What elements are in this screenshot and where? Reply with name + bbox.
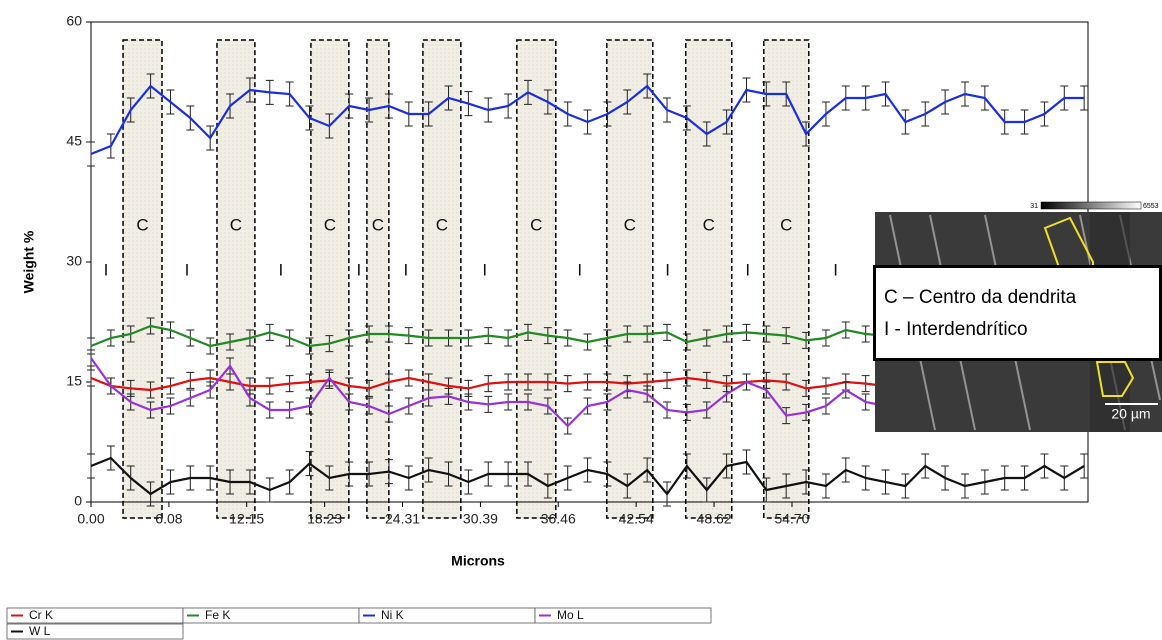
legend-label: W L [29, 624, 51, 638]
x-tick-label: 30.39 [463, 511, 498, 527]
region-label: C [436, 215, 448, 234]
scale-bar-label: 20 µm [1111, 406, 1150, 422]
interdendritic-label: I [104, 260, 109, 279]
region-label: C [372, 215, 384, 234]
legend-label: Cr K [29, 608, 53, 622]
region-label: C [780, 215, 792, 234]
legend-label: Fe K [205, 608, 230, 622]
region-label: C [624, 215, 636, 234]
interdendritic-label: I [356, 260, 361, 279]
interdendritic-label: I [185, 260, 190, 279]
x-tick-label: 48.62 [697, 511, 732, 527]
region-label: C [230, 215, 242, 234]
x-tick-label: 0.00 [77, 511, 104, 527]
y-tick-label: 45 [66, 133, 82, 149]
y-axis-label: Weight % [21, 230, 37, 293]
interdendritic-label: I [279, 260, 284, 279]
x-tick-label: 36.46 [541, 511, 576, 527]
dendrite-center-region [517, 40, 556, 518]
dendrite-center-region [367, 40, 389, 518]
y-tick-label: 0 [74, 493, 82, 509]
y-tick-label: 30 [66, 253, 82, 269]
legend: Cr K Fe K Ni K Mo L W L [7, 608, 711, 639]
x-tick-label: 42.54 [619, 511, 654, 527]
legend-label: Mo L [557, 608, 584, 622]
sem-inset: 31 6553 20 µm C – Centro da dendrita I -… [875, 202, 1162, 432]
region-label: C [530, 215, 542, 234]
interdendritic-label: I [665, 260, 670, 279]
x-tick-label: 18.23 [307, 511, 342, 527]
dendrite-center-region [607, 40, 653, 518]
dendrite-center-region [217, 40, 255, 518]
x-tick-label: 6.08 [155, 511, 182, 527]
x-tick-label: 54.70 [774, 511, 809, 527]
region-label: C [136, 215, 148, 234]
annotation-box [875, 267, 1161, 360]
colorbar-min: 31 [1030, 203, 1038, 210]
chart: C C C C C C C C C I I I I I I I I I I 0 15 30 45 60 0.00 6.08 12.… [0, 0, 1162, 640]
regions: C C C C C C C C C I I I I I I I I I I [104, 40, 838, 518]
interdendritic-label: I [403, 260, 408, 279]
legend-label: Ni K [381, 608, 404, 622]
y-tick-label: 60 [66, 13, 82, 29]
region-label: C [324, 215, 336, 234]
interdendritic-label: I [833, 260, 838, 279]
y-tick-label: 15 [66, 373, 82, 389]
colorbar-max: 6553 [1143, 203, 1159, 210]
x-tick-label: 12.15 [229, 511, 264, 527]
interdendritic-label: I [482, 260, 487, 279]
interdendritic-label: I [577, 260, 582, 279]
region-label: C [703, 215, 715, 234]
x-tick-label: 24.31 [385, 511, 420, 527]
annotation-text: C – Centro da dendrita [884, 287, 1077, 308]
dendrite-center-region [686, 40, 732, 518]
dendrite-center-region [764, 40, 809, 518]
interdendritic-label: I [745, 260, 750, 279]
colorbar [1041, 202, 1141, 209]
x-axis-label: Microns [451, 553, 505, 569]
annotation-text: I - Interdendrítico [884, 319, 1028, 340]
